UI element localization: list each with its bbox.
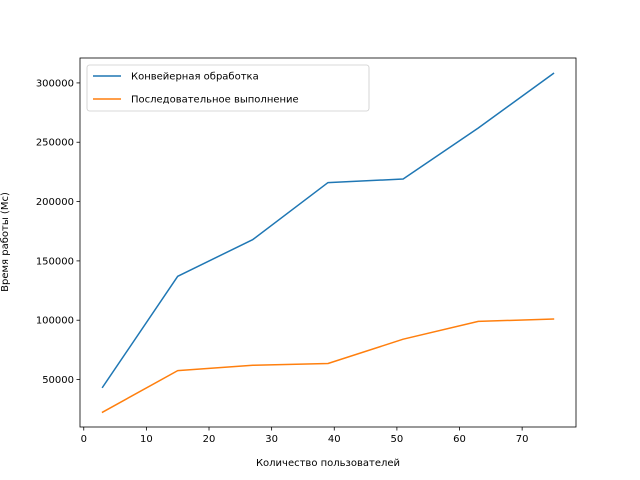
y-tick-label: 150000: [36, 256, 74, 267]
x-axis-label: Количество пользователей: [256, 458, 400, 469]
x-axis: 0 10 20 30 40 50 60 70: [81, 427, 529, 445]
x-tick-label: 40: [328, 434, 341, 445]
y-tick-label: 50000: [42, 375, 74, 386]
x-tick-label: 70: [516, 434, 529, 445]
y-axis: 50000 100000 150000 200000 250000 300000: [36, 78, 80, 386]
legend-box: [86, 64, 370, 112]
x-tick-label: 10: [140, 434, 153, 445]
y-tick-label: 100000: [36, 316, 74, 327]
legend-label-1: Конвейерная обработка: [131, 72, 259, 83]
x-tick-label: 20: [203, 434, 216, 445]
y-tick-label: 250000: [36, 138, 74, 149]
y-axis-label: Время работы (Мс): [0, 192, 11, 292]
series-line-2: [101, 318, 555, 414]
x-tick-label: 60: [453, 434, 466, 445]
legend: Конвейерная обработка Последовательное вы…: [86, 64, 370, 112]
x-tick-label: 30: [265, 434, 278, 445]
y-tick-label: 200000: [36, 197, 74, 208]
series-line-1: [101, 72, 555, 389]
plot-frame: [79, 57, 577, 428]
x-tick-label: 0: [81, 434, 87, 445]
legend-label-2: Последовательное выполнение: [131, 95, 299, 106]
plot-layer: [101, 72, 555, 414]
x-tick-label: 50: [391, 434, 404, 445]
y-tick-label: 300000: [36, 78, 74, 89]
